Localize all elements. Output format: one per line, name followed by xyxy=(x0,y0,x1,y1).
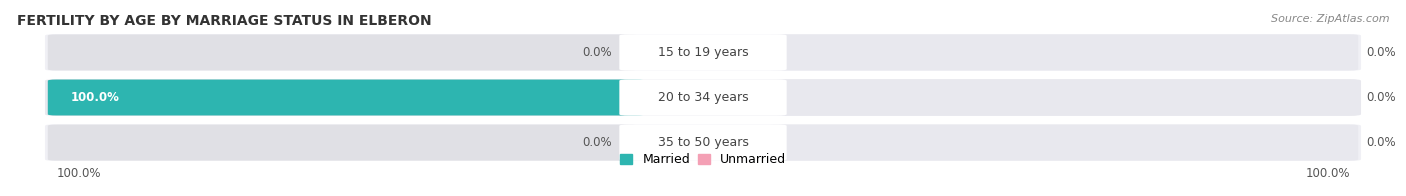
FancyBboxPatch shape xyxy=(48,125,638,161)
Text: 0.0%: 0.0% xyxy=(582,46,613,59)
Text: 35 to 50 years: 35 to 50 years xyxy=(658,136,748,149)
FancyBboxPatch shape xyxy=(48,80,638,115)
FancyBboxPatch shape xyxy=(45,124,1361,161)
Text: 0.0%: 0.0% xyxy=(1367,91,1396,104)
Text: 0.0%: 0.0% xyxy=(1367,136,1396,149)
Text: 100.0%: 100.0% xyxy=(70,91,120,104)
FancyBboxPatch shape xyxy=(619,79,787,116)
Legend: Married, Unmarried: Married, Unmarried xyxy=(620,153,786,166)
Text: 100.0%: 100.0% xyxy=(56,167,101,180)
Text: FERTILITY BY AGE BY MARRIAGE STATUS IN ELBERON: FERTILITY BY AGE BY MARRIAGE STATUS IN E… xyxy=(17,14,432,28)
Text: 0.0%: 0.0% xyxy=(582,136,613,149)
Text: 100.0%: 100.0% xyxy=(1305,167,1350,180)
Text: 0.0%: 0.0% xyxy=(1367,46,1396,59)
Text: 15 to 19 years: 15 to 19 years xyxy=(658,46,748,59)
FancyBboxPatch shape xyxy=(619,34,787,71)
Text: Source: ZipAtlas.com: Source: ZipAtlas.com xyxy=(1271,14,1389,24)
FancyBboxPatch shape xyxy=(768,125,1358,161)
Text: 20 to 34 years: 20 to 34 years xyxy=(658,91,748,104)
FancyBboxPatch shape xyxy=(768,80,1358,115)
FancyBboxPatch shape xyxy=(768,34,1358,70)
FancyBboxPatch shape xyxy=(45,79,1361,116)
FancyBboxPatch shape xyxy=(45,34,1361,71)
FancyBboxPatch shape xyxy=(48,34,638,70)
FancyBboxPatch shape xyxy=(619,124,787,161)
FancyBboxPatch shape xyxy=(48,80,645,115)
